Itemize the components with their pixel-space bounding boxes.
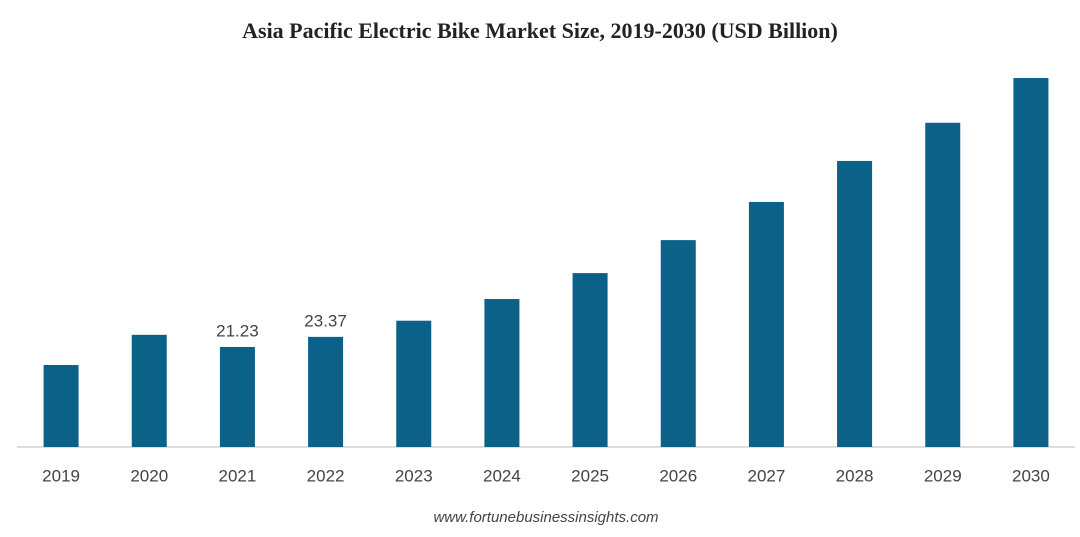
bar <box>219 346 255 447</box>
bar <box>572 273 608 447</box>
x-tick-label: 2022 <box>307 466 345 485</box>
x-tick-label: 2029 <box>924 466 962 485</box>
bar <box>925 122 961 447</box>
bar <box>43 365 79 447</box>
value-label: 23.37 <box>304 311 347 330</box>
bar <box>396 320 432 447</box>
x-tick-label: 2027 <box>748 466 786 485</box>
x-tick-label: 2021 <box>219 466 257 485</box>
bar <box>484 299 520 447</box>
bar <box>748 201 784 447</box>
source: www.fortunebusinessinsights.com <box>433 509 658 526</box>
chart-title: Asia Pacific Electric Bike Market Size, … <box>242 18 838 43</box>
x-tick-label: 2019 <box>42 466 80 485</box>
bar <box>660 240 696 447</box>
x-tick-label: 2026 <box>659 466 697 485</box>
bar <box>1013 78 1049 447</box>
x-tick-label: 2024 <box>483 466 521 485</box>
bar <box>308 336 344 447</box>
x-tick-label: 2030 <box>1012 466 1050 485</box>
bar <box>131 334 167 447</box>
x-tick-label: 2023 <box>395 466 433 485</box>
bar <box>837 160 873 448</box>
x-tick-label: 2020 <box>130 466 168 485</box>
x-tick-label: 2028 <box>836 466 874 485</box>
x-tick-label: 2025 <box>571 466 609 485</box>
value-label: 21.23 <box>216 321 259 340</box>
